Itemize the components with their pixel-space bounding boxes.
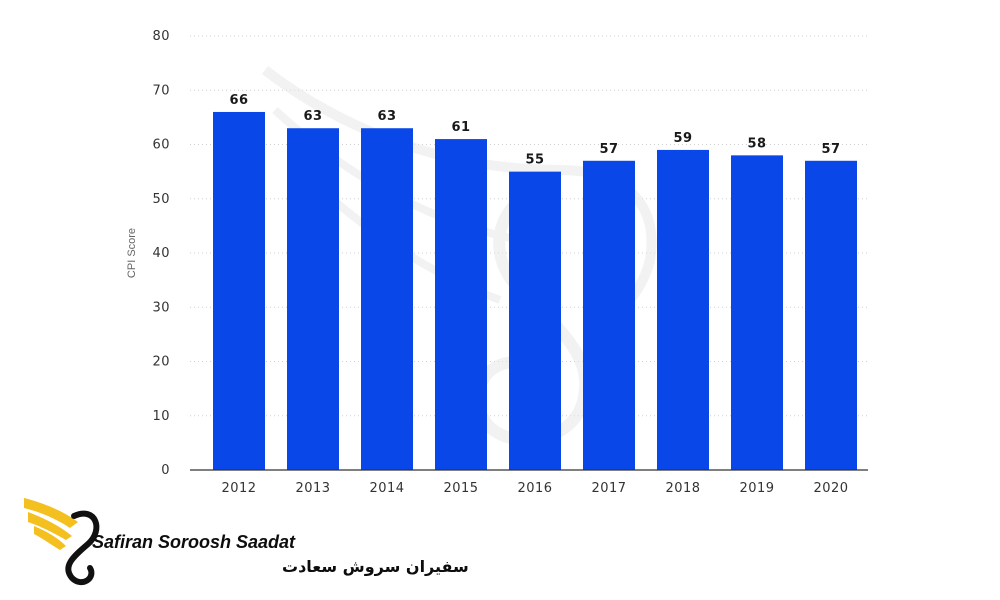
y-tick-label: 50 — [152, 192, 170, 207]
x-tick-label-2012: 2012 — [221, 481, 256, 496]
x-tick-label-2019: 2019 — [739, 481, 774, 496]
x-tick-label-2016: 2016 — [517, 481, 552, 496]
wing-icon — [24, 498, 78, 528]
company-logo: Safiran Soroosh Saadat سفیران سروش سعادت — [24, 498, 469, 586]
y-tick-label: 40 — [152, 246, 170, 261]
x-tick-label-2017: 2017 — [591, 481, 626, 496]
x-tick-label-2015: 2015 — [443, 481, 478, 496]
data-label-2012: 66 — [229, 93, 248, 108]
y-tick-label: 0 — [161, 463, 170, 478]
bar-2016 — [509, 171, 561, 470]
y-tick-label: 80 — [152, 29, 170, 44]
data-label-2019: 58 — [747, 136, 766, 151]
bar-2015 — [435, 139, 487, 470]
data-label-2020: 57 — [821, 142, 840, 157]
y-tick-label: 60 — [152, 138, 170, 153]
bar-2017 — [583, 160, 635, 470]
x-tick-label-2020: 2020 — [813, 481, 848, 496]
logo-name-fa: سفیران سروش سعادت — [282, 557, 469, 576]
data-label-2013: 63 — [303, 109, 322, 124]
bar-2014 — [361, 128, 413, 470]
data-label-2015: 61 — [451, 120, 470, 135]
data-label-2014: 63 — [377, 109, 396, 124]
x-tick-label-2013: 2013 — [295, 481, 330, 496]
y-axis-ticks: 0 10 20 30 40 50 60 70 80 — [152, 29, 170, 478]
x-tick-label-2018: 2018 — [665, 481, 700, 496]
bar-2019 — [731, 155, 783, 470]
bar-2018 — [657, 149, 709, 471]
y-tick-label: 70 — [152, 83, 170, 98]
x-axis-ticks: 2012 2013 2014 2015 2016 2017 2018 2019 2020 — [221, 481, 848, 496]
bar-2013 — [287, 128, 339, 470]
bar-2020 — [805, 160, 857, 470]
x-tick-label-2014: 2014 — [369, 481, 404, 496]
bars — [213, 111, 857, 471]
y-tick-label: 10 — [152, 409, 170, 424]
y-axis-title: CPI Score — [126, 228, 138, 278]
logo-name-en: Safiran Soroosh Saadat — [92, 532, 296, 552]
bar-2012 — [213, 111, 265, 470]
data-label-2017: 57 — [599, 142, 618, 157]
y-tick-label: 20 — [152, 355, 170, 370]
data-label-2016: 55 — [525, 153, 544, 168]
data-label-2018: 59 — [673, 131, 692, 146]
y-tick-label: 30 — [152, 300, 170, 315]
data-labels: 66 63 63 61 55 57 59 58 57 — [229, 93, 840, 168]
